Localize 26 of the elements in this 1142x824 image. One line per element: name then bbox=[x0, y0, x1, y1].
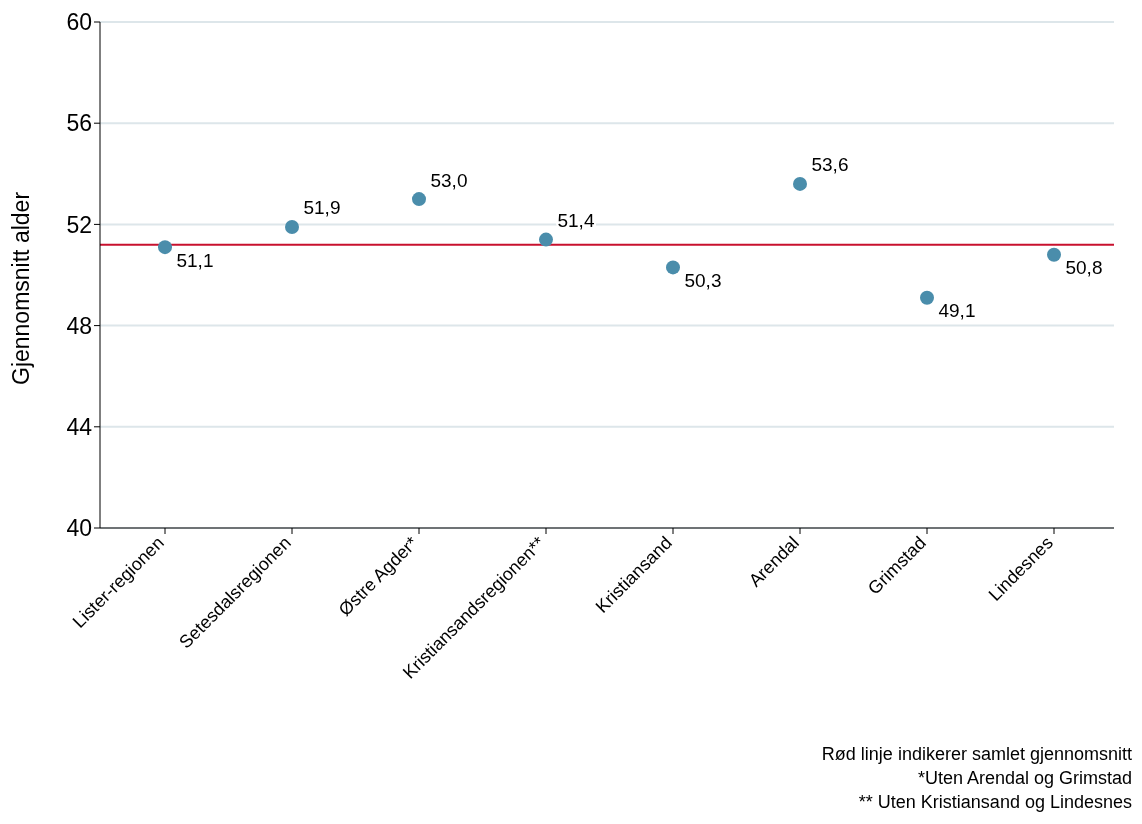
point bbox=[666, 260, 680, 275]
point bbox=[1047, 247, 1061, 262]
point bbox=[793, 176, 807, 191]
y-tick-label: 44 bbox=[66, 413, 93, 440]
text: Rød linje indikerer samlet gjennomsnitt bbox=[820, 743, 1132, 766]
point bbox=[539, 232, 553, 247]
point bbox=[285, 219, 299, 234]
text: *Uten Arendal og Grimstad bbox=[916, 767, 1132, 790]
data-label: 51,1 bbox=[176, 249, 214, 271]
point bbox=[920, 290, 934, 305]
y-tick-label: 60 bbox=[66, 9, 92, 36]
y-tick-label: 40 bbox=[66, 515, 92, 542]
data-label: 53,6 bbox=[811, 154, 849, 176]
point bbox=[158, 240, 172, 255]
data-label: 51,4 bbox=[557, 210, 595, 232]
data-label: 51,9 bbox=[303, 197, 341, 219]
data-label: 50,3 bbox=[684, 269, 722, 291]
y-axis-title: Gjennomsnitt alder bbox=[8, 191, 35, 385]
data-label: 50,8 bbox=[1065, 257, 1103, 279]
y-tick-label: 48 bbox=[66, 312, 92, 339]
y-tick-label: 52 bbox=[66, 211, 92, 238]
y-tick-label: 56 bbox=[66, 110, 92, 137]
data-label: 53,0 bbox=[430, 169, 468, 191]
text: ** Uten Kristiansand og Lindesnes bbox=[857, 791, 1132, 814]
point bbox=[412, 192, 426, 207]
data-label: 49,1 bbox=[938, 300, 976, 322]
